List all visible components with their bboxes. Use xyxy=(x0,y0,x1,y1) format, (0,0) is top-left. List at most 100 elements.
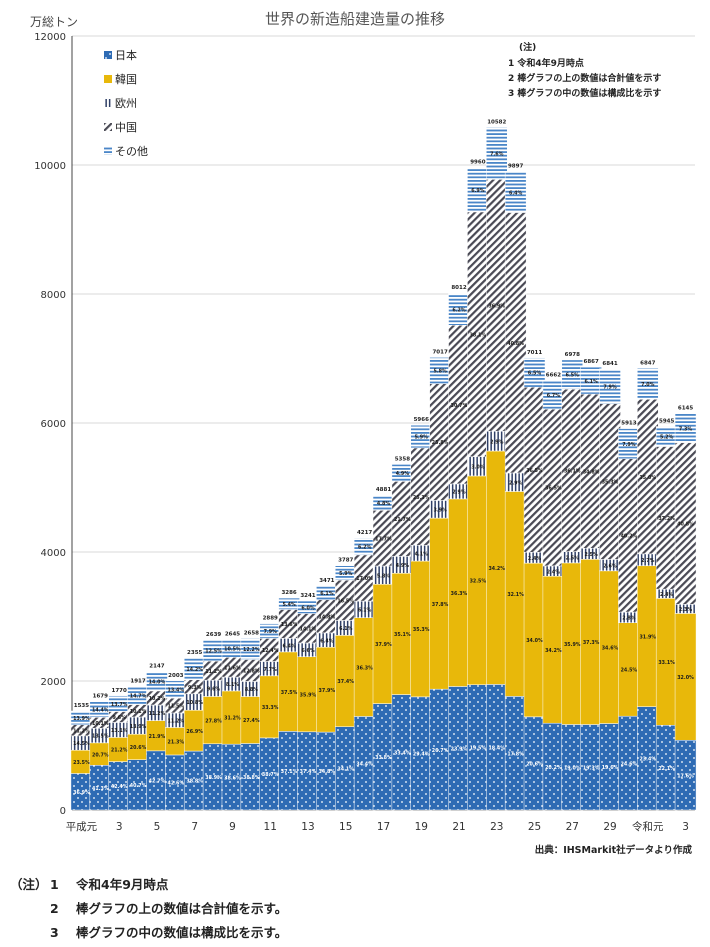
total-label: 2658 xyxy=(244,631,259,637)
share-label: 30.7% xyxy=(451,403,468,409)
x-tick-label: 7 xyxy=(191,821,198,833)
footnote-text: 令和4年9月時点 xyxy=(76,877,169,892)
share-label: 6.1% xyxy=(585,379,598,385)
share-label: 38.7% xyxy=(262,772,279,778)
share-label: 36.3% xyxy=(451,591,468,597)
legend-label-korea: 韓国 xyxy=(115,73,137,86)
share-label: 2.5% xyxy=(585,552,598,558)
x-tick-label: 令和元 xyxy=(632,820,664,833)
share-label: 21.2% xyxy=(111,748,128,754)
share-label: 37.2% xyxy=(658,516,675,522)
share-label: 24.5% xyxy=(621,668,638,674)
y-tick-label: 6000 xyxy=(41,419,66,430)
x-tick-label: 3 xyxy=(682,821,689,833)
share-label: 38.9% xyxy=(205,775,222,781)
share-label: 34.2% xyxy=(545,648,562,654)
share-label: 34.1% xyxy=(337,767,354,773)
share-label: 13.6% xyxy=(281,622,298,628)
share-label: 14.0% xyxy=(149,679,166,685)
total-label: 3241 xyxy=(300,593,315,599)
share-label: 9.3% xyxy=(188,685,201,691)
x-tick-label: 19 xyxy=(415,821,428,833)
y-tick-label: 10000 xyxy=(34,161,66,172)
share-label: 17.0% xyxy=(356,576,373,582)
x-tick-label: 23 xyxy=(490,821,503,833)
share-label: 40.8% xyxy=(507,341,524,347)
share-label: 36.5% xyxy=(545,486,562,492)
share-label: 11.5% xyxy=(168,704,185,710)
share-label: 9.6% xyxy=(207,686,220,692)
share-label: 6.4% xyxy=(509,190,522,196)
share-label: 2.4% xyxy=(660,592,673,598)
chart-notes: (注) 1 令和4年9月時点 2 棒グラフの上の数値は合計値を示す 3 棒グラフ… xyxy=(508,41,661,99)
share-label: 2.7% xyxy=(641,558,654,564)
share-label: 2.4% xyxy=(547,569,560,575)
y-tick-label: 8000 xyxy=(41,290,66,301)
share-label: 2.5% xyxy=(566,555,579,561)
share-label: 40.2% xyxy=(621,534,638,540)
share-label: 7.0% xyxy=(641,382,654,388)
total-label: 2889 xyxy=(263,616,278,622)
total-label: 6978 xyxy=(565,352,580,358)
share-label: 17.6% xyxy=(677,773,694,779)
share-label: 4.8% xyxy=(377,501,390,507)
total-label: 6867 xyxy=(584,359,599,365)
share-label: 10.1% xyxy=(92,721,109,727)
total-label: 3286 xyxy=(281,590,296,596)
y-axis-label: 万総トン xyxy=(30,15,78,29)
share-label: 7.9% xyxy=(622,442,635,448)
total-label: 2003 xyxy=(168,673,183,679)
share-label: 42.6% xyxy=(168,781,185,787)
share-label: 5.8% xyxy=(377,573,390,579)
share-label: 29.4% xyxy=(413,752,430,758)
share-label: 23.4% xyxy=(639,757,656,763)
total-label: 5966 xyxy=(414,417,429,423)
total-label: 7011 xyxy=(527,350,542,356)
share-label: 36.1% xyxy=(564,469,581,475)
share-label: 35.0% xyxy=(639,475,656,481)
share-label: 22.1% xyxy=(658,766,675,772)
share-label: 36.5% xyxy=(526,468,543,474)
share-label: 33.4% xyxy=(394,750,411,756)
bars: 36.9% 23.5% 14.5% 11.2% 13.9% 1535 41.3% 20.7% 1… xyxy=(70,119,697,811)
footnote-text: 棒グラフの上の数値は合計値を示す。 xyxy=(76,901,288,916)
share-label: 6.2% xyxy=(452,307,465,313)
legend-swatch-japan xyxy=(104,51,112,59)
shipbuilding-chart: 世界の新造船建造量の推移 万総トン 0 2000 4000 6000 8000 10000… xyxy=(30,10,697,856)
share-label: 10.8% xyxy=(186,700,203,706)
share-label: 38.8% xyxy=(186,779,203,785)
bar-segment-other xyxy=(523,357,546,388)
share-label: 33.8% xyxy=(375,755,392,761)
share-label: 7.6% xyxy=(490,152,503,158)
share-label: 8.8% xyxy=(245,687,258,693)
bar-segment-other xyxy=(504,171,527,213)
share-label: 20.6% xyxy=(130,745,147,751)
share-label: 38.6% xyxy=(224,775,241,781)
share-label: 14.5% xyxy=(73,741,90,747)
total-label: 6841 xyxy=(602,361,617,367)
x-tick-label: 25 xyxy=(528,821,541,833)
share-label: 27.8% xyxy=(205,718,222,724)
share-label: 31.9% xyxy=(639,634,656,640)
share-label: 20.7% xyxy=(92,752,109,758)
share-label: 10.1% xyxy=(130,709,147,715)
share-label: 13.7% xyxy=(111,702,128,708)
bar-segment-other xyxy=(599,368,621,404)
legend-swatch-europe xyxy=(104,99,112,107)
x-tick-label: 9 xyxy=(229,821,236,833)
share-label: 26.9% xyxy=(186,729,203,735)
share-label: 27.4% xyxy=(243,718,260,724)
total-label: 1679 xyxy=(93,694,108,700)
share-label: 3.9% xyxy=(433,507,446,513)
y-tick-label: 2000 xyxy=(41,677,66,688)
share-label: 5.9% xyxy=(339,571,352,577)
x-tick-label: 5 xyxy=(154,821,161,833)
x-tick-label: 平成元 xyxy=(66,821,98,833)
share-label: 2.8% xyxy=(622,616,635,622)
share-label: 2.9% xyxy=(452,490,465,496)
bar-segment-other xyxy=(674,413,697,443)
share-label: 9.6% xyxy=(113,715,126,721)
share-label: 36.9% xyxy=(73,790,90,796)
footnote-text: 棒グラフの中の数値は構成比を示す。 xyxy=(76,925,288,940)
share-label: 19.0% xyxy=(564,765,581,771)
